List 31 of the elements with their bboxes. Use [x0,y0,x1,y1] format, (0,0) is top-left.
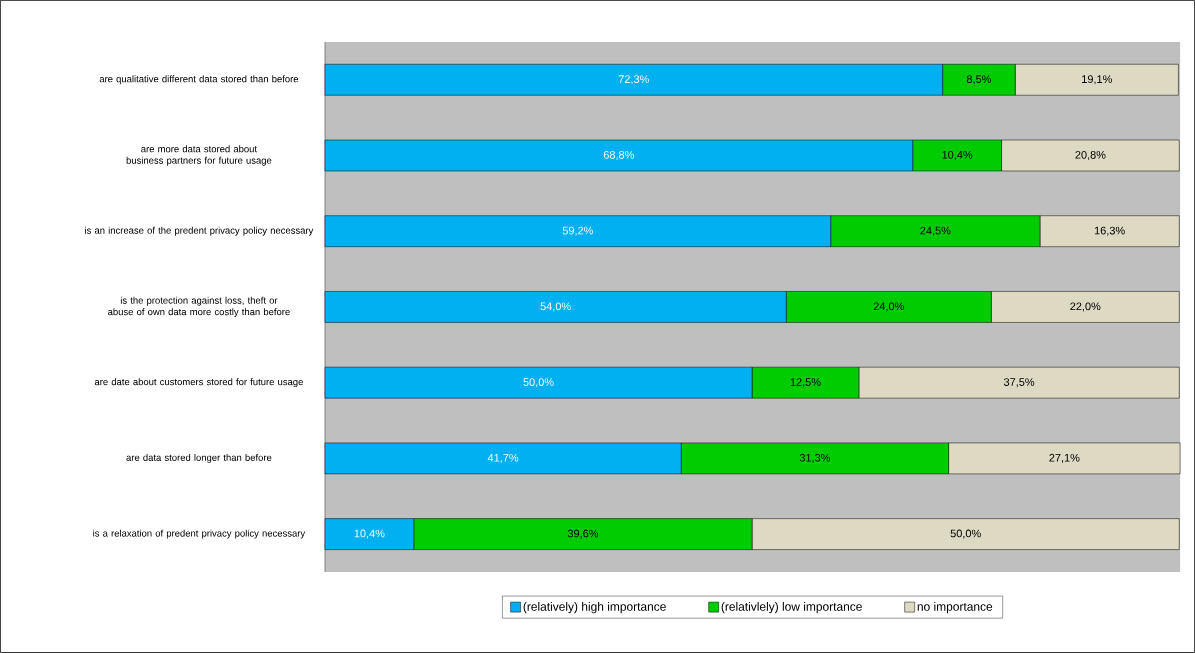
data-label: 31,3% [799,453,831,463]
data-label: 10,4% [354,529,385,539]
y-tick-label: is an increase of the predent privacy policy necessary [85,226,314,236]
data-label: 27,1% [1049,453,1080,463]
data-label: 50,0% [950,529,981,539]
y-tick-label: are more data stored about business partners for future usage [126,145,272,166]
data-label: 50,0% [523,378,554,388]
data-label: 19,1% [1082,75,1112,85]
data-label: 10,4% [942,151,973,161]
data-label: 22,0% [1070,302,1101,312]
data-label: 59,2% [562,226,593,236]
legend-label: (relativlely) low importance [721,602,862,614]
data-label: 68,8% [603,151,634,161]
legend-label: no importance [917,602,993,614]
data-label: 24,0% [873,302,904,312]
legend-label: (relatively) high importance [523,602,666,614]
data-label: 41,7% [487,453,519,463]
data-label: 24,5% [920,226,951,236]
data-label: 20,8% [1075,151,1106,161]
y-tick-label: is a relaxation of predent privacy policy necessary [93,529,306,539]
y-tick-label: is the protection against loss, theft or abuse of own data more costly than before [108,296,290,318]
y-tick-label: are date about customers stored for future usage [94,378,303,388]
y-tick-label: are qualitative different data stored than before [99,75,299,85]
y-tick-label: are data stored longer than before [126,454,272,463]
data-label: 37,5% [1003,378,1035,388]
data-label: 72,3% [618,75,649,85]
data-label: 12,5% [790,378,821,388]
data-label: 16,3% [1094,226,1125,236]
data-label: 39,6% [567,529,599,539]
data-label: 54,0% [540,302,571,312]
data-label: 8,5% [966,75,992,85]
